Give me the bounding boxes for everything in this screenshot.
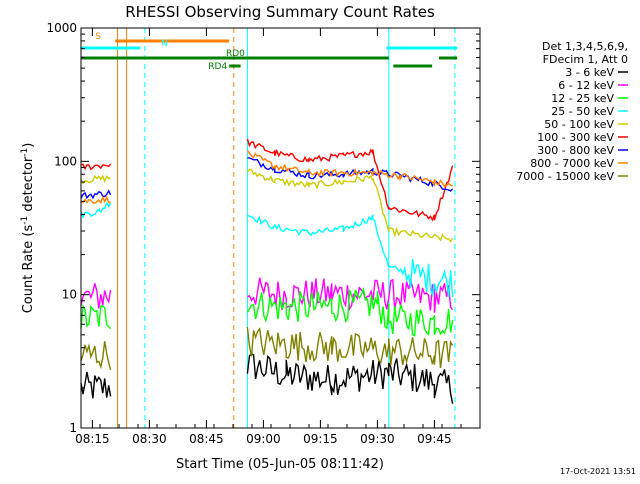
legend: Det 1,3,4,5,6,9,FDecim 1, Att 03 - 6 keV… xyxy=(516,40,628,183)
x-tick-label-5: 09:30 xyxy=(360,432,395,446)
x-tick-label-2: 08:45 xyxy=(189,432,224,446)
series-line-1-seg-0 xyxy=(80,283,112,309)
legend-header-0: Det 1,3,4,5,6,9, xyxy=(542,40,628,53)
y-axis-label: Count Rate (s-1 detector-1) xyxy=(20,143,36,314)
y-tick-label-1: 10 xyxy=(62,288,77,302)
y-axis-label-mid: detector xyxy=(21,156,36,216)
series-line-7-seg-1 xyxy=(246,150,453,188)
series-line-4-seg-0 xyxy=(80,174,111,185)
x-tick-label-0: 08:15 xyxy=(75,432,110,446)
y-axis-label-main: Count Rate (s xyxy=(21,225,36,314)
x-tick-label-4: 09:15 xyxy=(303,432,338,446)
series-line-3-seg-0 xyxy=(80,201,112,219)
x-axis-label: Start Time (05-Jun-05 08:11:42) xyxy=(176,457,384,472)
y-tick-label-2: 100 xyxy=(54,154,77,168)
y-axis-label-sup2: -1 xyxy=(20,148,30,157)
legend-label-1: 6 - 12 keV xyxy=(558,79,614,92)
x-tick-label-6: 09:45 xyxy=(417,432,452,446)
legend-label-3: 25 - 50 keV xyxy=(551,105,614,118)
legend-header-1: FDecim 1, Att 0 xyxy=(543,53,628,66)
x-tick-label-3: 09:00 xyxy=(246,432,281,446)
legend-label-4: 50 - 100 keV xyxy=(544,118,614,131)
flag-label-n: N xyxy=(161,39,168,49)
legend-label-7: 800 - 7000 keV xyxy=(530,157,614,170)
series-lines xyxy=(80,138,454,404)
y-tick-label-0: 1 xyxy=(69,421,77,435)
series-line-8-seg-0 xyxy=(80,341,112,370)
series-line-3-seg-1 xyxy=(247,214,454,298)
chart-title: RHESSI Observing Summary Count Rates xyxy=(125,3,435,21)
legend-label-0: 3 - 6 keV xyxy=(565,66,614,79)
footer-timestamp: 17-Oct-2021 13:51 xyxy=(560,467,636,476)
series-line-0-seg-1 xyxy=(246,352,454,404)
flag-label-rd0: RD0 xyxy=(226,49,245,59)
series-line-8-seg-1 xyxy=(246,327,454,368)
series-line-2-seg-0 xyxy=(80,304,112,330)
y-axis-label-sup1: -1 xyxy=(20,216,30,225)
series-line-6-seg-0 xyxy=(80,189,112,200)
series-line-7-seg-0 xyxy=(80,195,111,205)
flag-label-rd4: RD4 xyxy=(208,62,227,72)
y-axis-label-end: ) xyxy=(21,143,36,148)
flag-bars: S N RD0 RD4 xyxy=(81,32,458,72)
legend-label-6: 300 - 800 keV xyxy=(537,144,614,157)
x-tick-label-1: 08:30 xyxy=(132,432,167,446)
plot-frame xyxy=(80,27,481,429)
series-line-0-seg-0 xyxy=(80,371,112,399)
series-line-5-seg-0 xyxy=(80,163,112,171)
series-line-6-seg-1 xyxy=(247,157,454,192)
flag-label-s: S xyxy=(95,32,101,42)
series-line-1-seg-1 xyxy=(247,277,454,313)
legend-label-2: 12 - 25 keV xyxy=(551,92,614,105)
y-tick-label-3: 1000 xyxy=(46,21,77,35)
series-line-2-seg-1 xyxy=(246,286,454,337)
legend-label-5: 100 - 300 keV xyxy=(537,131,614,144)
series-line-4-seg-1 xyxy=(246,168,454,243)
series-line-5-seg-1 xyxy=(246,138,454,222)
axes: 08:15 08:30 08:45 09:00 09:15 09:30 09:45 1 10 10… xyxy=(46,21,481,446)
legend-label-8: 7000 - 15000 keV xyxy=(516,170,614,183)
